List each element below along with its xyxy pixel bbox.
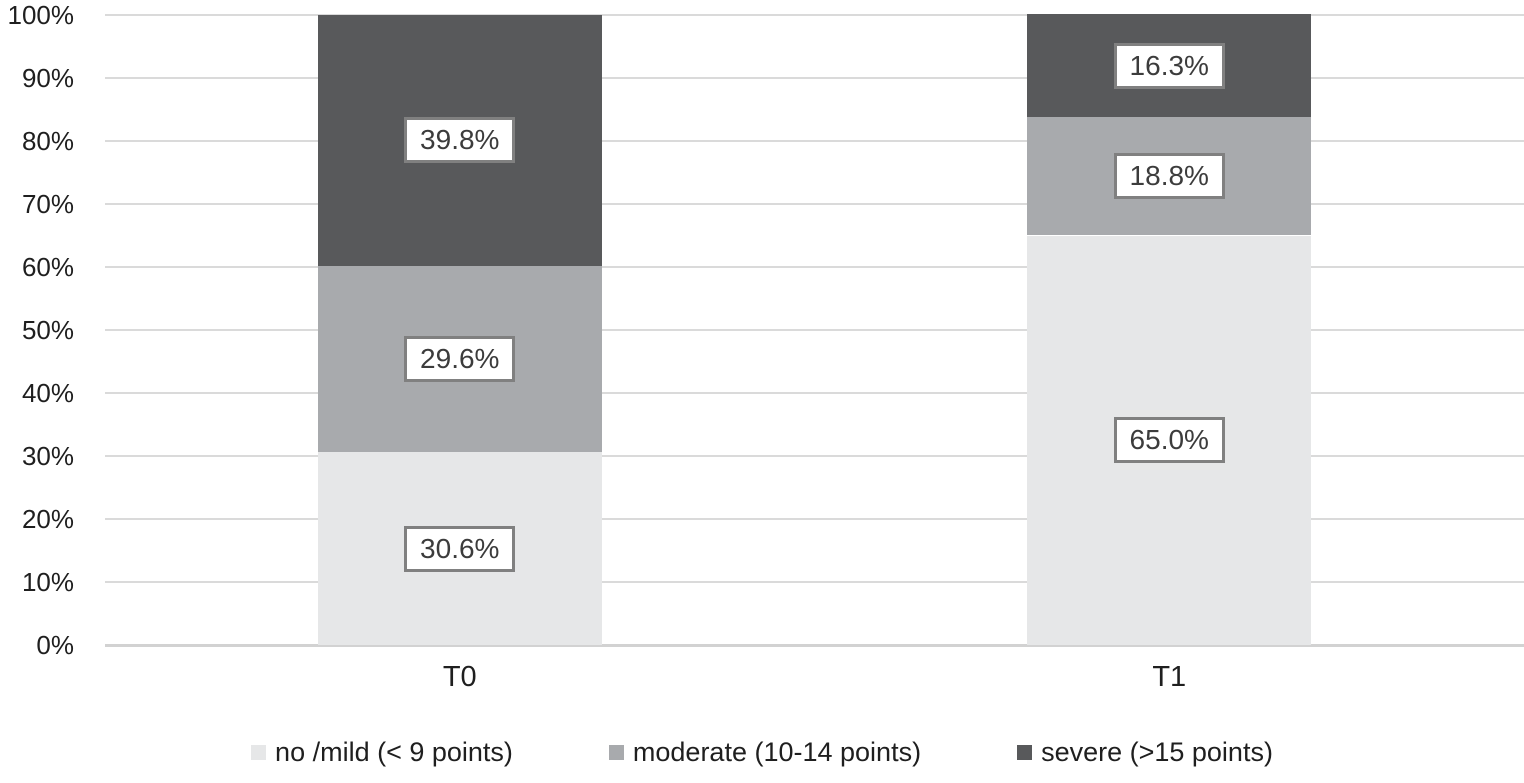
y-tick-label: 10% <box>21 567 74 597</box>
y-tick-label: 70% <box>21 189 74 219</box>
value-label: 30.6% <box>404 525 516 572</box>
gridline <box>105 455 1524 457</box>
value-label: 16.3% <box>1113 42 1225 89</box>
value-label: 18.8% <box>1113 153 1225 200</box>
bar-segment: 65.0% <box>1027 235 1312 645</box>
y-tick-label: 90% <box>21 63 74 93</box>
gridline <box>105 140 1524 142</box>
bar-segment: 18.8% <box>1027 117 1312 236</box>
y-tick-label: 50% <box>21 315 74 345</box>
legend-item: severe (>15 points) <box>1017 736 1273 768</box>
legend-item: moderate (10-14 points) <box>608 736 922 768</box>
gridline <box>105 329 1524 331</box>
y-tick-label: 60% <box>21 252 74 282</box>
legend-swatch-icon <box>608 744 624 760</box>
legend-label: no /mild (< 9 points) <box>275 737 513 767</box>
value-label: 65.0% <box>1113 417 1225 464</box>
legend-label: moderate (10-14 points) <box>632 737 922 767</box>
y-tick-label: 40% <box>21 378 74 408</box>
y-tick-label: 100% <box>7 0 75 30</box>
gridline <box>105 14 1524 16</box>
category-label: T0 <box>442 661 477 693</box>
legend-item: no /mild (< 9 points) <box>251 736 513 768</box>
bar-segment: 30.6% <box>317 452 602 645</box>
y-tick-label: 80% <box>21 126 74 156</box>
gridline <box>105 518 1524 520</box>
y-tick-label: 0% <box>36 630 74 660</box>
legend-swatch-icon <box>1017 744 1033 760</box>
chart-legend: no /mild (< 9 points) moderate (10-14 poi… <box>0 736 1524 768</box>
gridline <box>105 644 1524 647</box>
gridline <box>105 392 1524 394</box>
gridline <box>105 77 1524 79</box>
gridline <box>105 581 1524 583</box>
legend-label: severe (>15 points) <box>1041 737 1273 767</box>
gridline <box>105 203 1524 205</box>
legend-swatch-icon <box>251 744 267 760</box>
value-label: 39.8% <box>404 117 516 164</box>
value-label: 29.6% <box>404 335 516 382</box>
y-tick-label: 20% <box>21 504 74 534</box>
bar-segment: 16.3% <box>1027 14 1312 118</box>
y-tick-label: 30% <box>21 441 74 471</box>
bar-segment: 29.6% <box>317 265 602 453</box>
bar-t0: 30.6% 29.6% 39.8% <box>317 15 602 645</box>
bar-segment: 39.8% <box>317 15 602 266</box>
gridline <box>105 266 1524 268</box>
category-label: T1 <box>1152 661 1187 693</box>
bar-t1: 65.0% 18.8% 16.3% <box>1027 14 1312 645</box>
